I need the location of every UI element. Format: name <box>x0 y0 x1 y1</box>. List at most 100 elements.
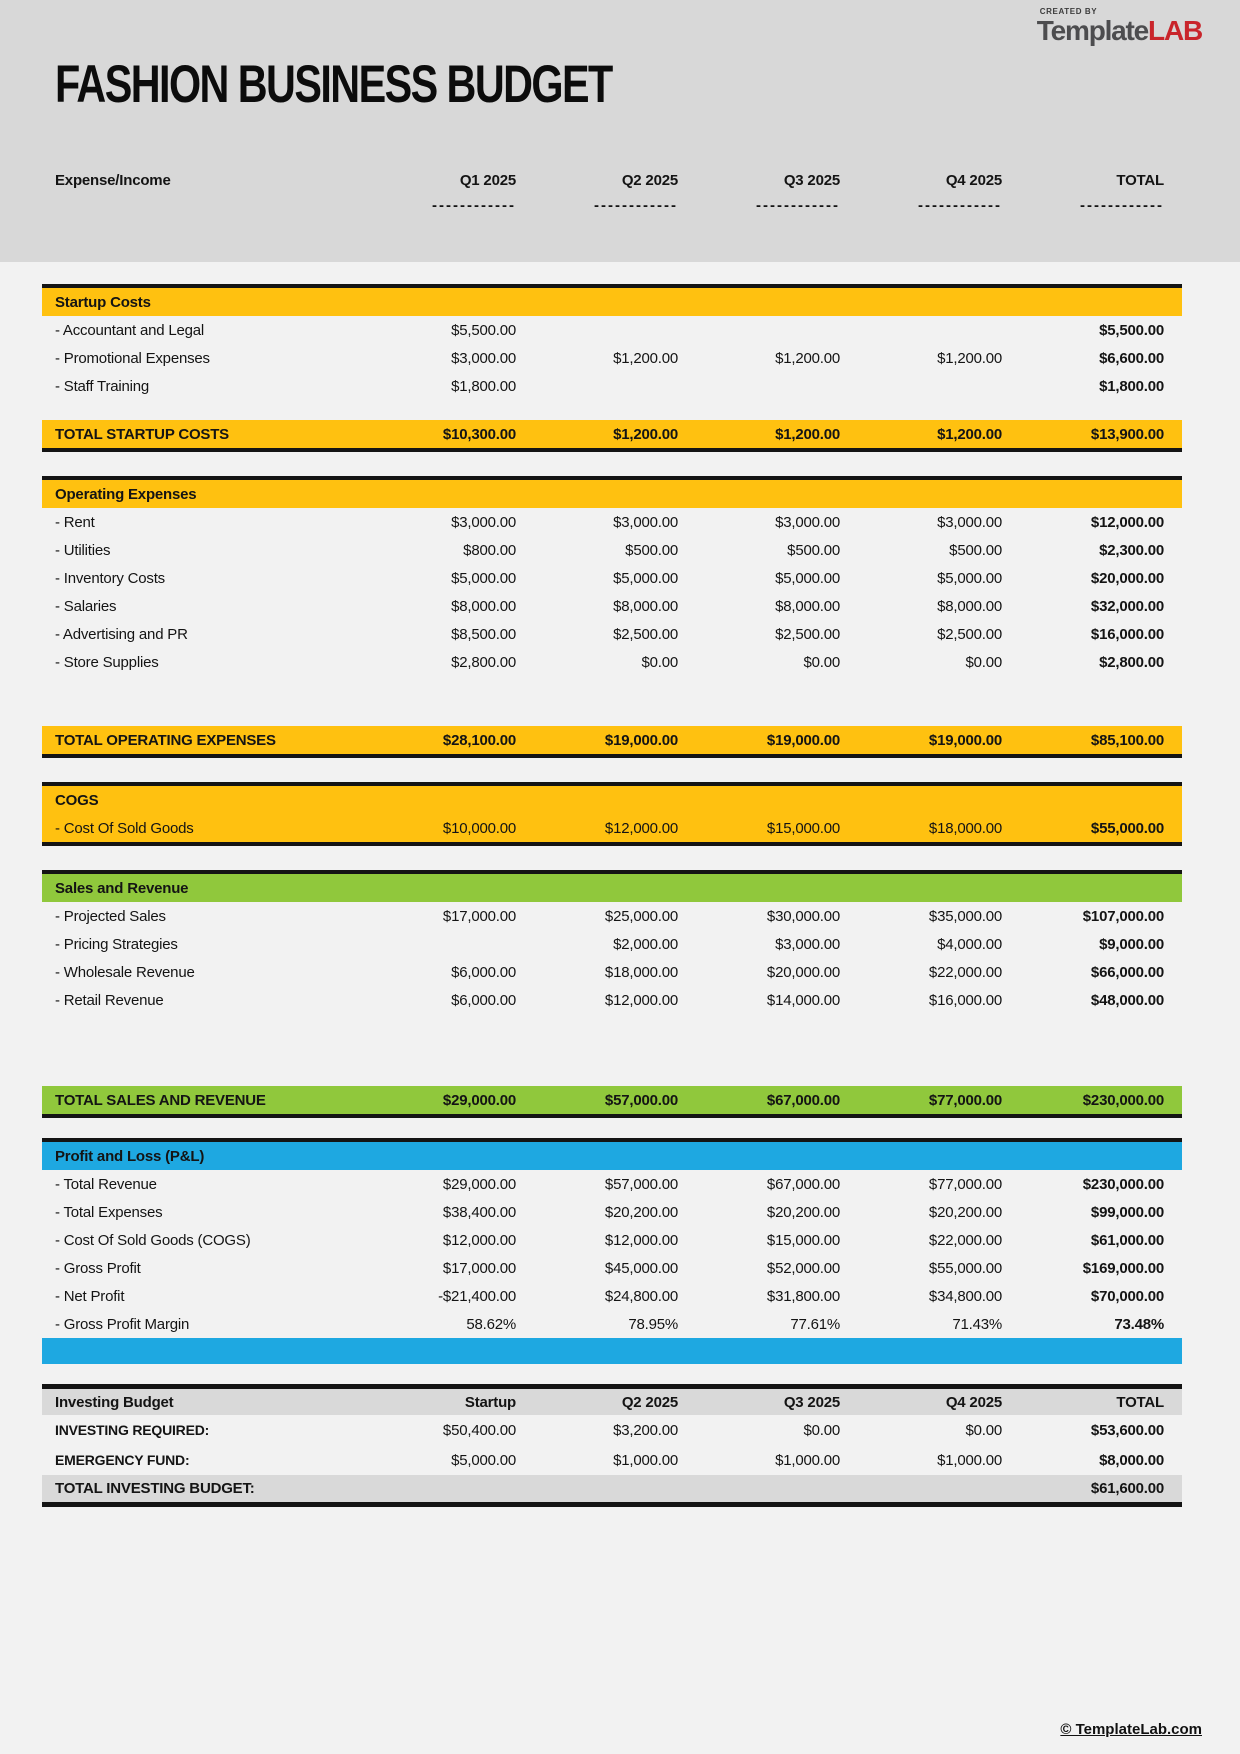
cell: 58.62% <box>466 1315 516 1333</box>
section-profit-and-loss-p-l: Profit and Loss (P&L) - Total Revenue $29,… <box>42 1138 1182 1364</box>
cell-total: $99,000.00 <box>1090 1203 1164 1221</box>
cell: $4,000.00 <box>937 935 1002 953</box>
cell-total: $2,300.00 <box>1099 541 1164 559</box>
investing-header-q2: Q2 2025 <box>621 1393 678 1411</box>
section-header-bar: Profit and Loss (P&L) <box>42 1142 1182 1170</box>
emergency-fund-row: EMERGENCY FUND: $5,000.00 $1,000.00 $1,0… <box>42 1445 1182 1475</box>
dash-separator: ------------ <box>594 196 678 214</box>
section-title: COGS <box>55 791 99 809</box>
table-row: - Staff Training $1,800.00 $1,800.00 <box>42 372 1182 400</box>
cell: $20,200.00 <box>766 1203 840 1221</box>
cell: $57,000.00 <box>604 1175 678 1193</box>
cell: $45,000.00 <box>604 1259 678 1277</box>
row-label: - Cost Of Sold Goods (COGS) <box>55 1231 251 1249</box>
cell: $5,500.00 <box>451 321 516 339</box>
row-label: - Pricing Strategies <box>55 935 178 953</box>
dash-separator: ------------ <box>432 196 516 214</box>
row-label: - Total Revenue <box>55 1175 157 1193</box>
section-header-bar: Sales and Revenue <box>42 874 1182 902</box>
row-label: - Inventory Costs <box>55 569 165 587</box>
investing-header-q4: Q4 2025 <box>945 1393 1002 1411</box>
cell-total: $6,600.00 <box>1099 349 1164 367</box>
cell: $8,000.00 <box>775 597 840 615</box>
row-label: - Retail Revenue <box>55 991 164 1009</box>
cell-total: $70,000.00 <box>1090 1287 1164 1305</box>
cell-total: $13,900.00 <box>1090 425 1164 443</box>
cell: $19,000.00 <box>766 731 840 749</box>
cell: $6,000.00 <box>451 991 516 1009</box>
investing-header-startup: Startup <box>464 1393 516 1411</box>
cell: $8,000.00 <box>613 597 678 615</box>
cell: $3,000.00 <box>775 513 840 531</box>
cell: $5,000.00 <box>451 569 516 587</box>
cell-total: $61,000.00 <box>1090 1231 1164 1249</box>
cell: $19,000.00 <box>928 731 1002 749</box>
cell-total: $169,000.00 <box>1082 1259 1164 1277</box>
row-label: - Net Profit <box>55 1287 125 1305</box>
cell: $3,000.00 <box>451 349 516 367</box>
cell: $17,000.00 <box>442 1259 516 1277</box>
cell-total: 73.48% <box>1114 1315 1164 1333</box>
section-total-row: TOTAL STARTUP COSTS $10,300.00 $1,200.00 $1… <box>42 420 1182 448</box>
cell: $22,000.00 <box>928 963 1002 981</box>
section-header-bar: COGS <box>42 786 1182 814</box>
cell: $1,800.00 <box>451 377 516 395</box>
row-label: - Advertising and PR <box>55 625 188 643</box>
templatelab-copyright-link[interactable]: © TemplateLab.com <box>1060 1721 1202 1738</box>
cell: $50,400.00 <box>442 1421 516 1439</box>
table-row: - Salaries $8,000.00 $8,000.00 $8,000.00 $8,… <box>42 592 1182 620</box>
cell: $55,000.00 <box>928 1259 1002 1277</box>
cell-total: $107,000.00 <box>1082 907 1164 925</box>
section-header-bar: Startup Costs <box>42 288 1182 316</box>
cell: $67,000.00 <box>766 1175 840 1193</box>
cell: $500.00 <box>625 541 678 559</box>
cell-total: $9,000.00 <box>1099 935 1164 953</box>
cell: $10,300.00 <box>442 425 516 443</box>
cell: -$21,400.00 <box>438 1287 516 1305</box>
cell: $15,000.00 <box>766 819 840 837</box>
section-header-bar: Operating Expenses <box>42 480 1182 508</box>
cell-total: $85,100.00 <box>1090 731 1164 749</box>
cell: $20,000.00 <box>766 963 840 981</box>
cell: $18,000.00 <box>928 819 1002 837</box>
cell: $8,000.00 <box>451 597 516 615</box>
row-label: - Gross Profit <box>55 1259 141 1277</box>
table-row: - Cost Of Sold Goods (COGS) $12,000.00 $12… <box>42 1226 1182 1254</box>
section-bottom-bar <box>42 1338 1182 1364</box>
table-row: - Projected Sales $17,000.00 $25,000.00 $30… <box>42 902 1182 930</box>
cell: $0.00 <box>965 653 1002 671</box>
table-row: - Advertising and PR $8,500.00 $2,500.00 $2… <box>42 620 1182 648</box>
section-total-row: TOTAL OPERATING EXPENSES $28,100.00 $19,00… <box>42 726 1182 754</box>
cell: $3,000.00 <box>775 935 840 953</box>
row-label: - Projected Sales <box>55 907 166 925</box>
column-header-q2: Q2 2025 <box>621 171 678 189</box>
cell: $14,000.00 <box>766 991 840 1009</box>
table-row: - Store Supplies $2,800.00 $0.00 $0.00 $0.00… <box>42 648 1182 676</box>
column-header-q3: Q3 2025 <box>783 171 840 189</box>
section-startup-costs: Startup Costs - Accountant and Legal $5,50… <box>42 284 1182 452</box>
cell: $77,000.00 <box>928 1091 1002 1109</box>
cell-total: $16,000.00 <box>1090 625 1164 643</box>
table-row: - Pricing Strategies $2,000.00 $3,000.00 $4… <box>42 930 1182 958</box>
cell: $1,000.00 <box>775 1451 840 1469</box>
cell-total: $5,500.00 <box>1099 321 1164 339</box>
column-header-row: Expense/Income Q1 2025 Q2 2025 Q3 2025 Q… <box>42 166 1182 194</box>
table-row: - Gross Profit Margin 58.62% 78.95% 77.61% 7… <box>42 1310 1182 1338</box>
cell: $0.00 <box>803 1421 840 1439</box>
column-header-expense-income: Expense/Income <box>55 171 171 189</box>
row-label: - Utilities <box>55 541 111 559</box>
cell: 71.43% <box>952 1315 1002 1333</box>
cell-total: $55,000.00 <box>1090 819 1164 837</box>
table-row: - Inventory Costs $5,000.00 $5,000.00 $5,00… <box>42 564 1182 592</box>
cell: $12,000.00 <box>604 991 678 1009</box>
investing-required-row: INVESTING REQUIRED: $50,400.00 $3,200.00… <box>42 1415 1182 1445</box>
cell: $1,000.00 <box>613 1451 678 1469</box>
cell: $3,000.00 <box>937 513 1002 531</box>
cell: $2,500.00 <box>937 625 1002 643</box>
cell: $67,000.00 <box>766 1091 840 1109</box>
cell: $12,000.00 <box>604 819 678 837</box>
table-row: - Net Profit -$21,400.00 $24,800.00 $31,800… <box>42 1282 1182 1310</box>
row-label: - Cost Of Sold Goods <box>55 819 194 837</box>
cell: $1,200.00 <box>613 349 678 367</box>
table-row: - Rent $3,000.00 $3,000.00 $3,000.00 $3,000.… <box>42 508 1182 536</box>
